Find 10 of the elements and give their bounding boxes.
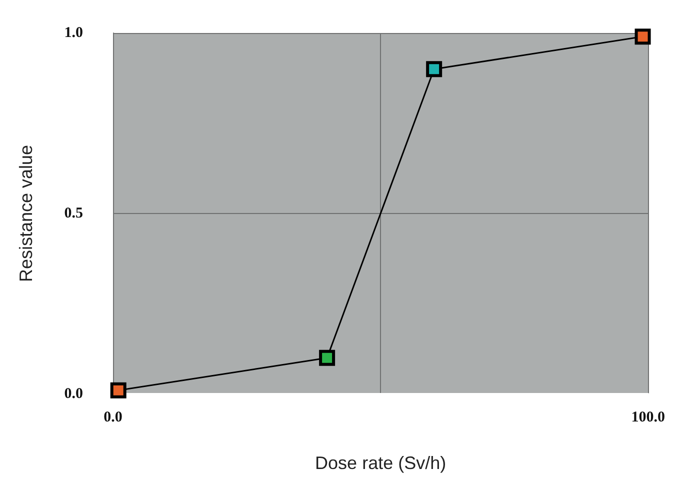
y-tick-label: 1.0 <box>64 25 83 41</box>
point <box>426 61 442 78</box>
y-tick-label: 0.0 <box>64 386 83 402</box>
x-axis-title: Dose rate (Sv/h) <box>315 453 446 473</box>
y-tick-label: 0.5 <box>64 206 83 222</box>
x-tick-label: 100.0 <box>631 410 665 426</box>
point <box>110 382 126 398</box>
y-axis-title: Resistance value <box>16 144 36 282</box>
point <box>634 28 651 45</box>
point <box>319 350 336 366</box>
